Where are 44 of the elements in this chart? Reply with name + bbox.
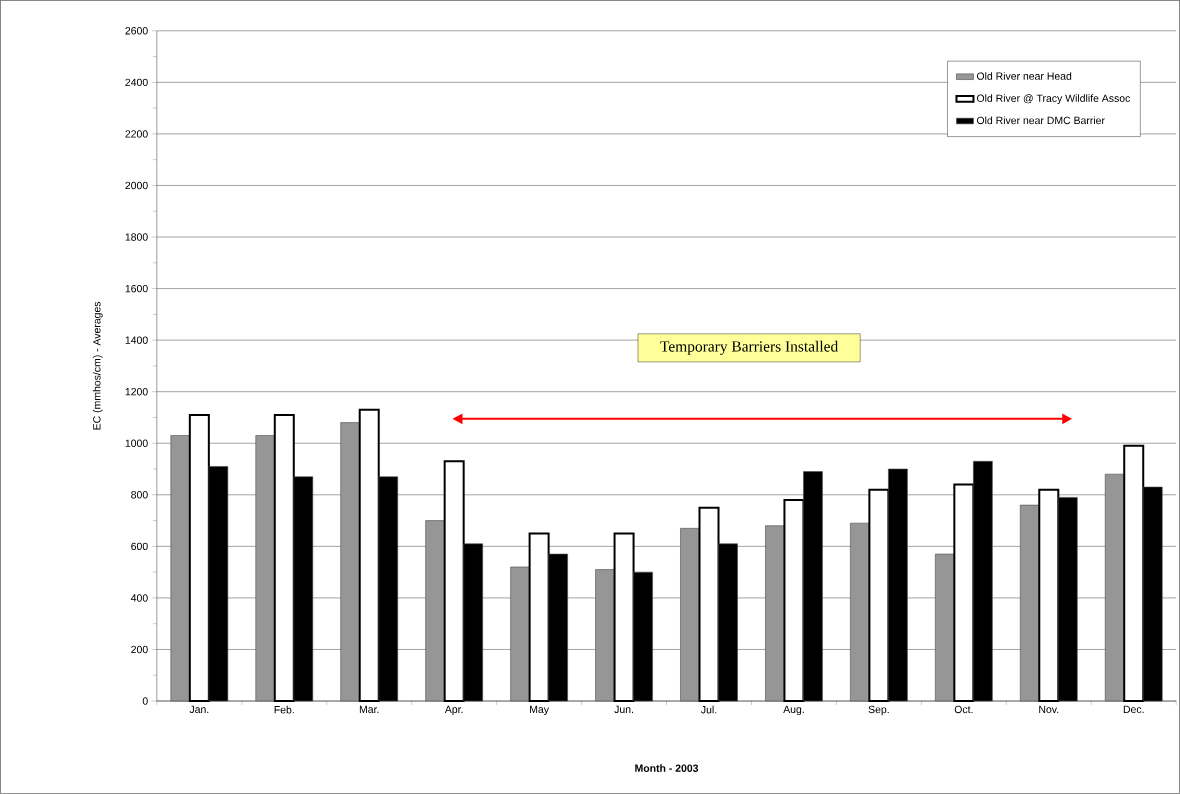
x-axis-title: Month - 2003 bbox=[635, 764, 699, 772]
y-tick-label: 2000 bbox=[125, 181, 148, 190]
x-tick-label: Mar. bbox=[359, 705, 379, 714]
y-tick-label: 1000 bbox=[125, 439, 148, 448]
x-tick-label: Apr. bbox=[444, 705, 463, 716]
x-tick-label: Jul. bbox=[701, 705, 717, 714]
bar bbox=[510, 566, 530, 702]
x-tick-label: Aug. bbox=[783, 705, 804, 716]
bar bbox=[680, 528, 700, 702]
y-tick-label: 600 bbox=[131, 542, 148, 551]
y-tick-label: 1200 bbox=[125, 388, 148, 396]
x-tick-label: Sep. bbox=[868, 705, 889, 716]
y-tick-label: 2600 bbox=[125, 27, 148, 35]
bar bbox=[1104, 473, 1125, 702]
legend-label: Old River near Head bbox=[976, 72, 1072, 80]
bar bbox=[595, 569, 615, 702]
x-tick-label: Nov. bbox=[1039, 705, 1059, 714]
y-tick-label: 200 bbox=[131, 645, 148, 654]
y-tick-label: 1600 bbox=[125, 284, 148, 293]
bar bbox=[1019, 504, 1040, 702]
annotation: Temporary Barriers Installed bbox=[660, 340, 839, 355]
legend-label: Old River near DMC Barrier bbox=[976, 116, 1105, 125]
bar bbox=[340, 422, 361, 702]
x-tick-label: Feb. bbox=[274, 705, 294, 714]
bar bbox=[765, 525, 785, 702]
legend-label: Old River @ Tracy Wildlife Assoc bbox=[976, 94, 1131, 105]
bar bbox=[850, 522, 870, 702]
y-axis-title: EC (mmhos/cm) - Averages bbox=[92, 301, 103, 430]
y-tick-label: 400 bbox=[130, 594, 148, 602]
bar bbox=[425, 520, 445, 702]
bar bbox=[255, 435, 276, 702]
y-tick-label: 2400 bbox=[125, 78, 148, 87]
x-tick-label: May bbox=[530, 705, 549, 716]
y-tick-label: 1400 bbox=[125, 336, 148, 344]
x-tick-label: Oct. bbox=[954, 705, 973, 714]
x-tick-label: Jun. bbox=[614, 705, 633, 714]
x-tick-label: Dec. bbox=[1123, 705, 1144, 714]
x-tick-label: Jan. bbox=[189, 705, 209, 714]
y-tick-label: 2200 bbox=[125, 130, 148, 138]
bar bbox=[170, 435, 191, 702]
y-tick-label: 1800 bbox=[125, 233, 148, 241]
bar bbox=[935, 553, 955, 702]
y-tick-label: 800 bbox=[131, 491, 148, 499]
y-tick-label: 0 bbox=[142, 697, 148, 705]
